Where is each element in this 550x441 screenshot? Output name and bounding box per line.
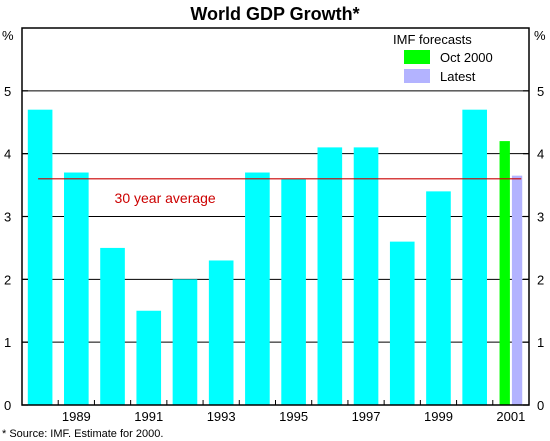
bar-1992 — [172, 279, 198, 405]
x-tick-label-1989: 1989 — [62, 409, 91, 424]
bar-1995 — [281, 178, 306, 405]
y-tick-label-left-5: 5 — [4, 84, 11, 99]
y-tick-label-right-5: 5 — [537, 84, 544, 99]
legend: IMF forecasts Oct 2000 Latest — [392, 30, 520, 88]
average-line-group: 30 year average — [38, 178, 522, 206]
legend-label-latest: Latest — [440, 69, 476, 84]
bar-1999 — [426, 191, 451, 405]
y-tick-label-right-1: 1 — [537, 335, 544, 350]
bar-1991 — [136, 310, 162, 405]
forecast-bar-latest — [511, 175, 523, 405]
bar-1994 — [245, 172, 270, 405]
bar-1989 — [64, 172, 89, 405]
bar-2000 — [462, 109, 487, 405]
source-note: * Source: IMF. Estimate for 2000. — [2, 428, 163, 440]
bar-1998 — [389, 241, 415, 405]
legend-label-oct-2000: Oct 2000 — [440, 50, 493, 65]
chart-title: World GDP Growth* — [190, 4, 359, 24]
y-tick-label-right-2: 2 — [537, 272, 544, 287]
bar-1997 — [353, 147, 379, 405]
bar-1993 — [208, 260, 234, 405]
forecast-bar-oct-2000 — [499, 141, 510, 405]
y-tick-label-left-0: 0 — [4, 398, 11, 413]
y-tick-label-right-3: 3 — [537, 210, 544, 225]
y-tick-label-left-1: 1 — [4, 335, 11, 350]
x-tick-label-1993: 1993 — [207, 409, 236, 424]
x-axis: 1989 1991 1993 1995 1997 1999 2001 — [21, 400, 530, 424]
forecast-bars — [499, 141, 523, 405]
x-tick-label-1995: 1995 — [279, 409, 308, 424]
legend-swatch-latest — [404, 69, 430, 83]
y-tick-label-left-4: 4 — [4, 147, 11, 162]
y-tick-label-left-3: 3 — [4, 210, 11, 225]
y-unit-right: % — [534, 28, 546, 43]
y-tick-label-right-4: 4 — [537, 147, 544, 162]
x-tick-label-1997: 1997 — [352, 409, 381, 424]
average-line-label: 30 year average — [115, 190, 216, 206]
y-unit-left: % — [2, 28, 14, 43]
bar-1996 — [317, 147, 343, 405]
y-tick-label-left-2: 2 — [4, 272, 11, 287]
y-axis-right: 0 1 2 3 4 5 — [523, 84, 544, 413]
y-tick-label-right-0: 0 — [537, 398, 544, 413]
x-tick-label-2001: 2001 — [496, 409, 525, 424]
bars — [27, 109, 487, 405]
gridlines — [22, 90, 529, 343]
bar-1990 — [100, 247, 125, 405]
bar-1988 — [27, 109, 53, 405]
x-tick-label-1991: 1991 — [134, 409, 163, 424]
legend-swatch-oct-2000 — [404, 50, 430, 64]
x-tick-label-1999: 1999 — [424, 409, 453, 424]
legend-title: IMF forecasts — [393, 32, 472, 47]
y-axis-left: 0 1 2 3 4 5 — [4, 84, 28, 413]
